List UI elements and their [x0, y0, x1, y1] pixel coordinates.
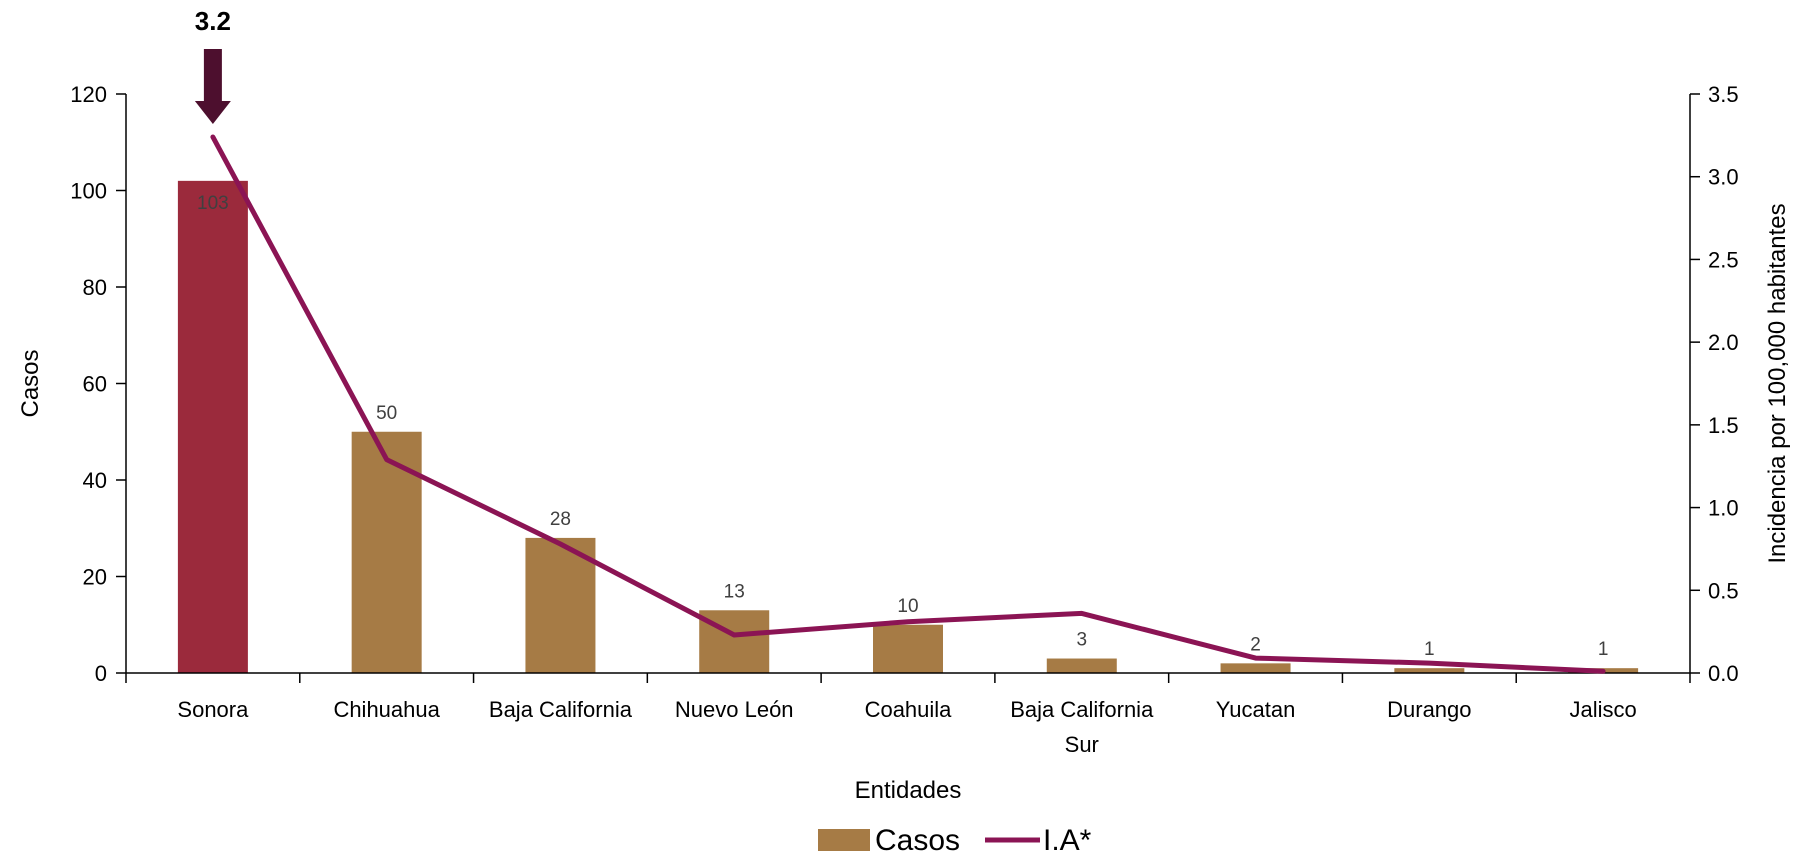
y2-tick-label: 0.5: [1708, 578, 1739, 603]
bar-data-label: 13: [724, 581, 745, 602]
x-tick-label: Durango: [1387, 697, 1471, 722]
bar-coahuila: [873, 624, 943, 673]
bar-durango: [1394, 668, 1465, 673]
bar-data-label: 103: [197, 193, 229, 214]
legend: Casos I.A*: [818, 824, 1092, 855]
x-tick-label: Chihuahua: [333, 697, 440, 722]
x-tick-label: Yucatan: [1216, 697, 1296, 722]
line-point: [1081, 612, 1083, 614]
line-point: [1255, 657, 1257, 659]
bar-data-label: 2: [1250, 634, 1261, 655]
legend-label-ia: I.A*: [1043, 824, 1092, 855]
y2-tick-label: 1.5: [1708, 413, 1739, 438]
y2-tick-label: 0.0: [1708, 661, 1739, 686]
y-tick-label: 120: [70, 82, 107, 107]
line-point: [212, 136, 214, 138]
y-tick-label: 80: [83, 275, 107, 300]
bar-baja-california-sur: [1046, 658, 1117, 673]
line-point: [386, 459, 388, 461]
y2-tick-label: 2.5: [1708, 247, 1739, 272]
x-tick-label: Coahuila: [865, 697, 953, 722]
bar-data-label: 1: [1598, 639, 1609, 660]
line-point: [559, 543, 561, 545]
annotation-arrow-shaft: [203, 49, 222, 101]
y2-tick-label: 3.5: [1708, 82, 1739, 107]
bar-data-label: 50: [376, 403, 397, 424]
legend-swatch-casos: [818, 829, 870, 851]
bar-sonora: [177, 180, 248, 673]
y-tick-label: 60: [83, 372, 107, 397]
y2-tick-label: 1.0: [1708, 496, 1739, 521]
x-tick-label: Baja California: [489, 697, 633, 722]
plot-area: 0 20 40 60 80 100 120 0.0 0.5 1.0 1.5 2.0 2.5 3.0 3.5 S…: [70, 49, 1739, 757]
y-tick-label: 0: [95, 661, 107, 686]
line-point: [1602, 670, 1604, 672]
bar-yucatan: [1220, 663, 1291, 673]
bar-chihuahua: [351, 431, 422, 673]
bar-data-label: 28: [550, 509, 571, 530]
y-tick-label: 100: [70, 179, 107, 204]
y-tick-label: 20: [83, 565, 107, 590]
x-axis-title: Entidades: [855, 777, 962, 804]
x-tick-label: Sur: [1065, 732, 1099, 757]
y2-axis-title: Incidencia por 100,000 habitantes: [1764, 203, 1791, 563]
bar-data-label: 3: [1076, 630, 1087, 651]
line-point: [907, 621, 909, 623]
x-tick-label: Baja California: [1010, 697, 1154, 722]
line-point: [1428, 662, 1430, 664]
line-point: [733, 634, 735, 636]
annotation-arrow-head: [194, 101, 231, 124]
x-tick-label: Nuevo León: [675, 697, 794, 722]
x-tick-label: Sonora: [177, 697, 249, 722]
y-tick-label: 40: [83, 468, 107, 493]
bar-data-label: 10: [897, 596, 918, 617]
x-tick-label: Jalisco: [1569, 697, 1636, 722]
bar-baja-california: [525, 537, 596, 673]
y-axis-title: Casos: [17, 349, 44, 417]
y2-tick-label: 2.0: [1708, 330, 1739, 355]
annotation-label: 3.2: [195, 6, 231, 36]
bar-data-label: 1: [1424, 639, 1435, 660]
legend-label-casos: Casos: [875, 824, 960, 855]
y2-tick-label: 3.0: [1708, 165, 1739, 190]
